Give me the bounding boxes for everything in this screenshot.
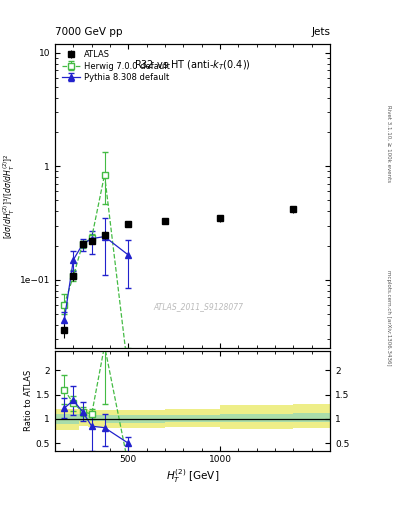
Y-axis label: $[d\sigma/dH_T^{(2)}]^3 / [d\sigma/dH_T^{(2)}]^2$: $[d\sigma/dH_T^{(2)}]^3 / [d\sigma/dH_T^… [2, 153, 17, 239]
Text: 7000 GeV pp: 7000 GeV pp [55, 28, 123, 37]
Text: R32 vs HT (anti-$k_T$(0.4)): R32 vs HT (anti-$k_T$(0.4)) [134, 59, 251, 72]
Legend: ATLAS, Herwig 7.0.0 default, Pythia 8.308 default: ATLAS, Herwig 7.0.0 default, Pythia 8.30… [59, 48, 173, 84]
Text: Rivet 3.1.10, ≥ 100k events: Rivet 3.1.10, ≥ 100k events [386, 105, 391, 182]
X-axis label: $H_T^{(2)}$ [GeV]: $H_T^{(2)}$ [GeV] [166, 467, 219, 485]
Y-axis label: Ratio to ATLAS: Ratio to ATLAS [24, 370, 33, 431]
Text: Jets: Jets [311, 28, 330, 37]
Text: ATLAS_2011_S9128077: ATLAS_2011_S9128077 [153, 303, 243, 312]
Text: mcplots.cern.ch [arXiv:1306.3436]: mcplots.cern.ch [arXiv:1306.3436] [386, 270, 391, 365]
